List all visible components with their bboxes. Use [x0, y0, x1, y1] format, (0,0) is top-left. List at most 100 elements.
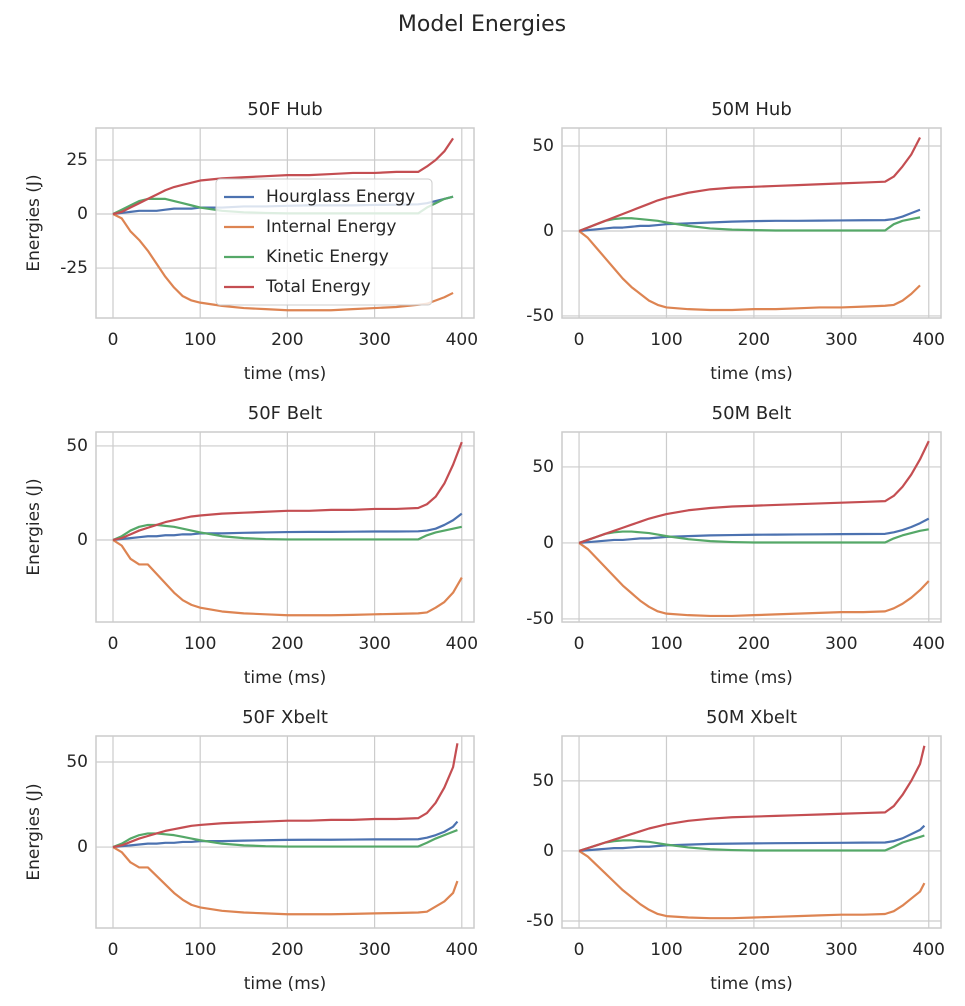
- x-tick-label: 0: [108, 330, 119, 350]
- series-line: [112, 539, 463, 617]
- x-tick-label: 200: [738, 330, 770, 350]
- plot-area: [562, 736, 941, 928]
- x-tick-label: 100: [184, 330, 216, 350]
- series-line: [578, 542, 930, 618]
- x-tick-label: 300: [358, 330, 390, 350]
- y-axis-label: Energies (J): [24, 783, 44, 880]
- y-tick-label: 0: [543, 533, 554, 553]
- chart-title: 50M Xbelt: [706, 707, 797, 728]
- y-tick-label: 25: [66, 150, 88, 170]
- series-line: [112, 523, 463, 541]
- x-tick-label: 400: [913, 940, 945, 960]
- y-tick-label: -50: [526, 306, 554, 326]
- x-tick-label: 400: [913, 330, 945, 350]
- x-tick-label: 400: [446, 940, 478, 960]
- x-tick-label: 100: [184, 940, 216, 960]
- series-line: [578, 528, 929, 544]
- axes-frame: [95, 735, 475, 929]
- chart-title: 50M Hub: [711, 99, 792, 120]
- x-tick-label: 100: [650, 940, 682, 960]
- y-tick-label: 50: [66, 752, 88, 772]
- y-tick-label: 0: [77, 837, 88, 857]
- x-tick-label: 300: [825, 634, 857, 654]
- x-tick-label: 200: [271, 330, 303, 350]
- x-tick-label: 200: [738, 634, 770, 654]
- x-tick-label: 400: [446, 330, 478, 350]
- plot-area: [562, 128, 941, 318]
- x-axis-label: time (ms): [244, 974, 327, 994]
- series-line: [578, 216, 921, 233]
- series-line: [578, 849, 926, 920]
- y-tick-label: 0: [543, 841, 554, 861]
- axes-frame: [561, 127, 942, 319]
- series-line: [112, 441, 463, 542]
- x-axis-label: time (ms): [710, 668, 793, 688]
- y-tick-label: -50: [526, 911, 554, 931]
- series-line: [578, 208, 921, 233]
- chart-title: 50F Xbelt: [242, 707, 328, 728]
- x-tick-label: 0: [574, 330, 585, 350]
- legend-box: [215, 178, 433, 306]
- y-axis-label: Energies (J): [24, 478, 44, 575]
- series-line: [578, 745, 926, 852]
- chart-title: 50F Belt: [248, 403, 322, 424]
- y-tick-label: 0: [77, 204, 88, 224]
- series-line: [112, 846, 459, 916]
- y-tick-label: -50: [526, 609, 554, 629]
- axes-frame: [95, 127, 475, 319]
- y-tick-label: 50: [532, 136, 554, 156]
- x-tick-label: 100: [184, 634, 216, 654]
- legend-label: Hourglass Energy: [266, 187, 415, 207]
- x-tick-label: 200: [738, 940, 770, 960]
- x-tick-label: 300: [358, 634, 390, 654]
- plot-area: [562, 432, 941, 622]
- figure-title: Model Energies: [398, 12, 566, 37]
- series-line: [578, 440, 930, 544]
- x-tick-label: 400: [913, 634, 945, 654]
- series-line: [578, 230, 921, 312]
- x-tick-label: 200: [271, 940, 303, 960]
- x-tick-label: 300: [825, 940, 857, 960]
- series-line: [578, 834, 925, 852]
- x-tick-label: 300: [358, 940, 390, 960]
- chart-title: 50F Hub: [247, 99, 322, 120]
- y-tick-label: 50: [532, 457, 554, 477]
- y-tick-label: -25: [60, 258, 88, 278]
- series-line: [112, 829, 458, 849]
- y-tick-label: 0: [543, 221, 554, 241]
- series-line: [578, 517, 930, 545]
- x-tick-label: 0: [574, 940, 585, 960]
- legend-label: Internal Energy: [266, 217, 396, 237]
- x-tick-label: 400: [446, 634, 478, 654]
- x-axis-label: time (ms): [710, 364, 793, 384]
- series-line: [578, 137, 921, 233]
- x-tick-label: 300: [825, 330, 857, 350]
- x-tick-label: 100: [650, 634, 682, 654]
- y-axis-label: Energies (J): [24, 174, 44, 271]
- plot-area: [96, 736, 474, 928]
- series-line: [112, 820, 459, 849]
- series-line: [112, 512, 463, 542]
- y-tick-label: 50: [532, 771, 554, 791]
- axes-frame: [561, 735, 942, 929]
- y-tick-label: 50: [66, 436, 88, 456]
- axes-frame: [561, 431, 942, 623]
- x-axis-label: time (ms): [710, 974, 793, 994]
- x-tick-label: 100: [650, 330, 682, 350]
- y-tick-label: 0: [77, 530, 88, 550]
- x-axis-label: time (ms): [244, 364, 327, 384]
- legend-label: Kinetic Energy: [266, 247, 389, 267]
- series-line: [578, 824, 926, 853]
- x-tick-label: 0: [574, 634, 585, 654]
- series-line: [112, 137, 454, 216]
- x-tick-label: 0: [108, 634, 119, 654]
- x-tick-label: 200: [271, 634, 303, 654]
- axes-frame: [95, 431, 475, 623]
- series-line: [112, 743, 459, 849]
- legend-label: Total Energy: [265, 277, 371, 297]
- plot-area: [96, 432, 474, 622]
- x-tick-label: 0: [108, 940, 119, 960]
- chart-title: 50M Belt: [712, 403, 792, 424]
- x-axis-label: time (ms): [244, 668, 327, 688]
